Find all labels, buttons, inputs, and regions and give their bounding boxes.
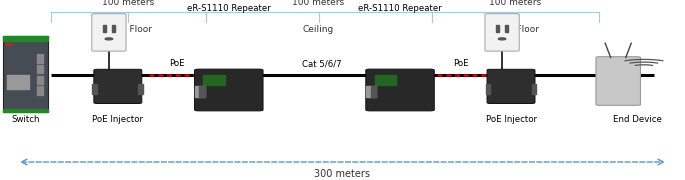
Bar: [37, 76, 43, 84]
Text: 100 meters: 100 meters: [292, 0, 345, 7]
FancyBboxPatch shape: [366, 69, 434, 111]
Circle shape: [6, 44, 12, 45]
Bar: [195, 86, 205, 97]
Text: 300 meters: 300 meters: [314, 169, 371, 179]
FancyBboxPatch shape: [487, 69, 535, 103]
Text: eR-S1110 Repeater: eR-S1110 Repeater: [358, 4, 442, 13]
Text: PoE Injector: PoE Injector: [92, 115, 143, 124]
FancyBboxPatch shape: [596, 57, 640, 105]
Bar: [138, 84, 143, 94]
Bar: [7, 75, 29, 89]
Bar: [3, 109, 48, 112]
Bar: [37, 65, 43, 73]
Bar: [37, 54, 43, 63]
Bar: [375, 75, 396, 85]
Text: 100 meters: 100 meters: [489, 0, 541, 7]
Text: PoE: PoE: [453, 59, 469, 68]
FancyBboxPatch shape: [94, 69, 142, 103]
Bar: [199, 86, 205, 97]
Circle shape: [499, 38, 506, 40]
Text: Main Floor: Main Floor: [492, 25, 538, 34]
Text: Ceiling: Ceiling: [303, 25, 334, 34]
FancyBboxPatch shape: [485, 14, 519, 51]
Bar: [486, 84, 490, 94]
FancyBboxPatch shape: [195, 69, 263, 111]
Text: 100 meters: 100 meters: [102, 0, 154, 7]
Bar: [112, 25, 115, 32]
Text: End Device: End Device: [612, 115, 662, 124]
Bar: [366, 86, 376, 97]
Bar: [496, 25, 499, 32]
Bar: [92, 84, 97, 94]
Text: eR-S1110 Repeater: eR-S1110 Repeater: [187, 4, 271, 13]
Bar: [371, 86, 376, 97]
Text: PoE: PoE: [169, 59, 184, 68]
Text: PoE Injector: PoE Injector: [486, 115, 536, 124]
Bar: [505, 25, 508, 32]
Text: Main Floor: Main Floor: [105, 25, 151, 34]
FancyBboxPatch shape: [92, 14, 126, 51]
Bar: [532, 84, 536, 94]
Text: Cat 5/6/7: Cat 5/6/7: [302, 59, 342, 68]
Text: Switch: Switch: [12, 115, 40, 124]
Bar: [203, 75, 225, 85]
Circle shape: [105, 38, 112, 40]
FancyBboxPatch shape: [3, 36, 48, 112]
Bar: [3, 36, 48, 40]
Bar: [37, 86, 43, 95]
Bar: [103, 25, 106, 32]
